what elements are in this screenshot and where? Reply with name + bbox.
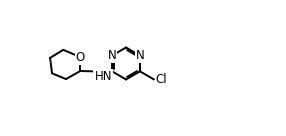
Text: Cl: Cl [156,73,167,86]
Text: O: O [76,51,85,64]
Text: HN: HN [94,70,112,83]
Text: N: N [108,49,116,62]
Text: N: N [136,49,144,62]
